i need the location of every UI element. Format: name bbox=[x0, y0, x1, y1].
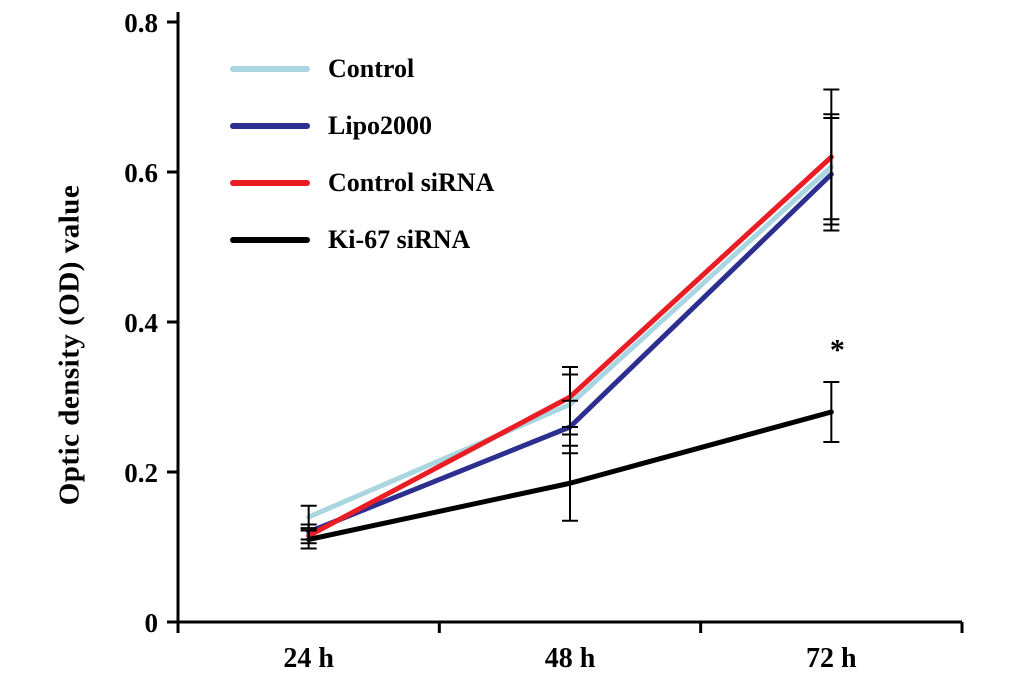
legend-swatch-ki67-sirna bbox=[230, 236, 310, 243]
legend-swatch-control bbox=[230, 65, 310, 72]
y-tick-label: 0.6 bbox=[124, 158, 158, 188]
legend-item-control-sirna: Control siRNA bbox=[230, 166, 494, 199]
legend-swatch-lipo2000 bbox=[230, 122, 310, 129]
legend-item-lipo2000: Lipo2000 bbox=[230, 109, 494, 142]
legend-label-ki67-sirna: Ki-67 siRNA bbox=[328, 224, 471, 254]
y-tick-label: 0.2 bbox=[124, 458, 158, 488]
x-tick-label: 72 h bbox=[806, 643, 857, 674]
error-bar bbox=[823, 88, 840, 226]
y-axis-title: Optic density (OD) value bbox=[53, 184, 86, 506]
error-bar bbox=[823, 381, 840, 443]
error-bar bbox=[562, 366, 578, 428]
legend-label-lipo2000: Lipo2000 bbox=[328, 110, 433, 140]
legend-item-control: Control bbox=[230, 52, 494, 85]
error-bar bbox=[562, 444, 578, 522]
significance-asterisk: * bbox=[830, 334, 845, 367]
legend-swatch-control-sirna bbox=[230, 179, 310, 186]
y-tick-label: 0.4 bbox=[124, 308, 158, 338]
x-tick-label: 24 h bbox=[283, 643, 334, 674]
legend: Control Lipo2000 Control siRNA Ki-67 siR… bbox=[230, 52, 494, 256]
error-bar bbox=[300, 529, 317, 550]
x-tick-label: 48 h bbox=[545, 643, 596, 674]
y-tick-label: 0.8 bbox=[124, 8, 158, 38]
legend-label-control: Control bbox=[328, 53, 415, 83]
legend-label-control-sirna: Control siRNA bbox=[328, 167, 495, 197]
y-tick-label: 0 bbox=[145, 608, 159, 638]
legend-item-ki67-sirna: Ki-67 siRNA bbox=[230, 223, 494, 256]
